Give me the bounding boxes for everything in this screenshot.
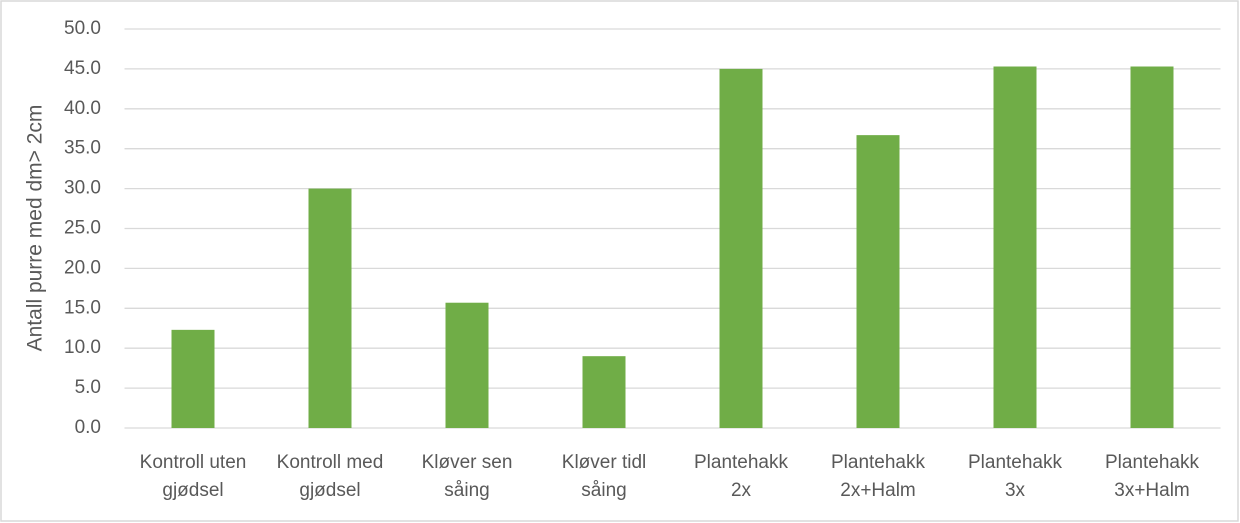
bar [993,66,1037,429]
y-tick-label: 45.0 [64,58,101,79]
y-tick-label: 15.0 [64,297,101,318]
x-tick-label: 3x [1005,480,1026,501]
bar [856,135,900,428]
y-tick-label: 30.0 [64,178,101,199]
bar [308,188,352,428]
y-tick-label: 50.0 [64,18,101,39]
y-tick-label: 10.0 [64,337,101,358]
x-tick-label: såing [444,480,489,501]
x-tick-label: Kløver sen [422,452,513,473]
x-tick-label: 2x [731,480,752,501]
x-tick-label: Kontroll uten [140,452,247,473]
bar [171,329,215,428]
bar [1130,66,1174,429]
y-tick-label: 5.0 [75,377,101,398]
x-tick-label: gjødsel [162,480,223,501]
x-tick-label: Plantehakk [694,452,789,473]
bar [445,302,489,428]
y-tick-label: 0.0 [75,417,101,438]
x-tick-label: Kløver tidl [562,452,646,473]
x-tick-label: Plantehakk [1105,452,1200,473]
y-tick-label: 40.0 [64,98,101,119]
bar [582,356,626,428]
bar [719,68,763,429]
y-tick-label: 35.0 [64,138,101,159]
x-tick-label: gjødsel [299,480,360,501]
x-tick-label: 2x+Halm [840,480,916,501]
x-tick-label: såing [581,480,626,501]
x-tick-label: 3x+Halm [1114,480,1190,501]
x-tick-label: Kontroll med [277,452,384,473]
y-axis-label: Antall purre med dm> 2cm [24,105,47,352]
y-tick-label: 20.0 [64,257,101,278]
x-tick-label: Plantehakk [831,452,926,473]
x-tick-label: Plantehakk [968,452,1063,473]
y-tick-label: 25.0 [64,218,101,239]
